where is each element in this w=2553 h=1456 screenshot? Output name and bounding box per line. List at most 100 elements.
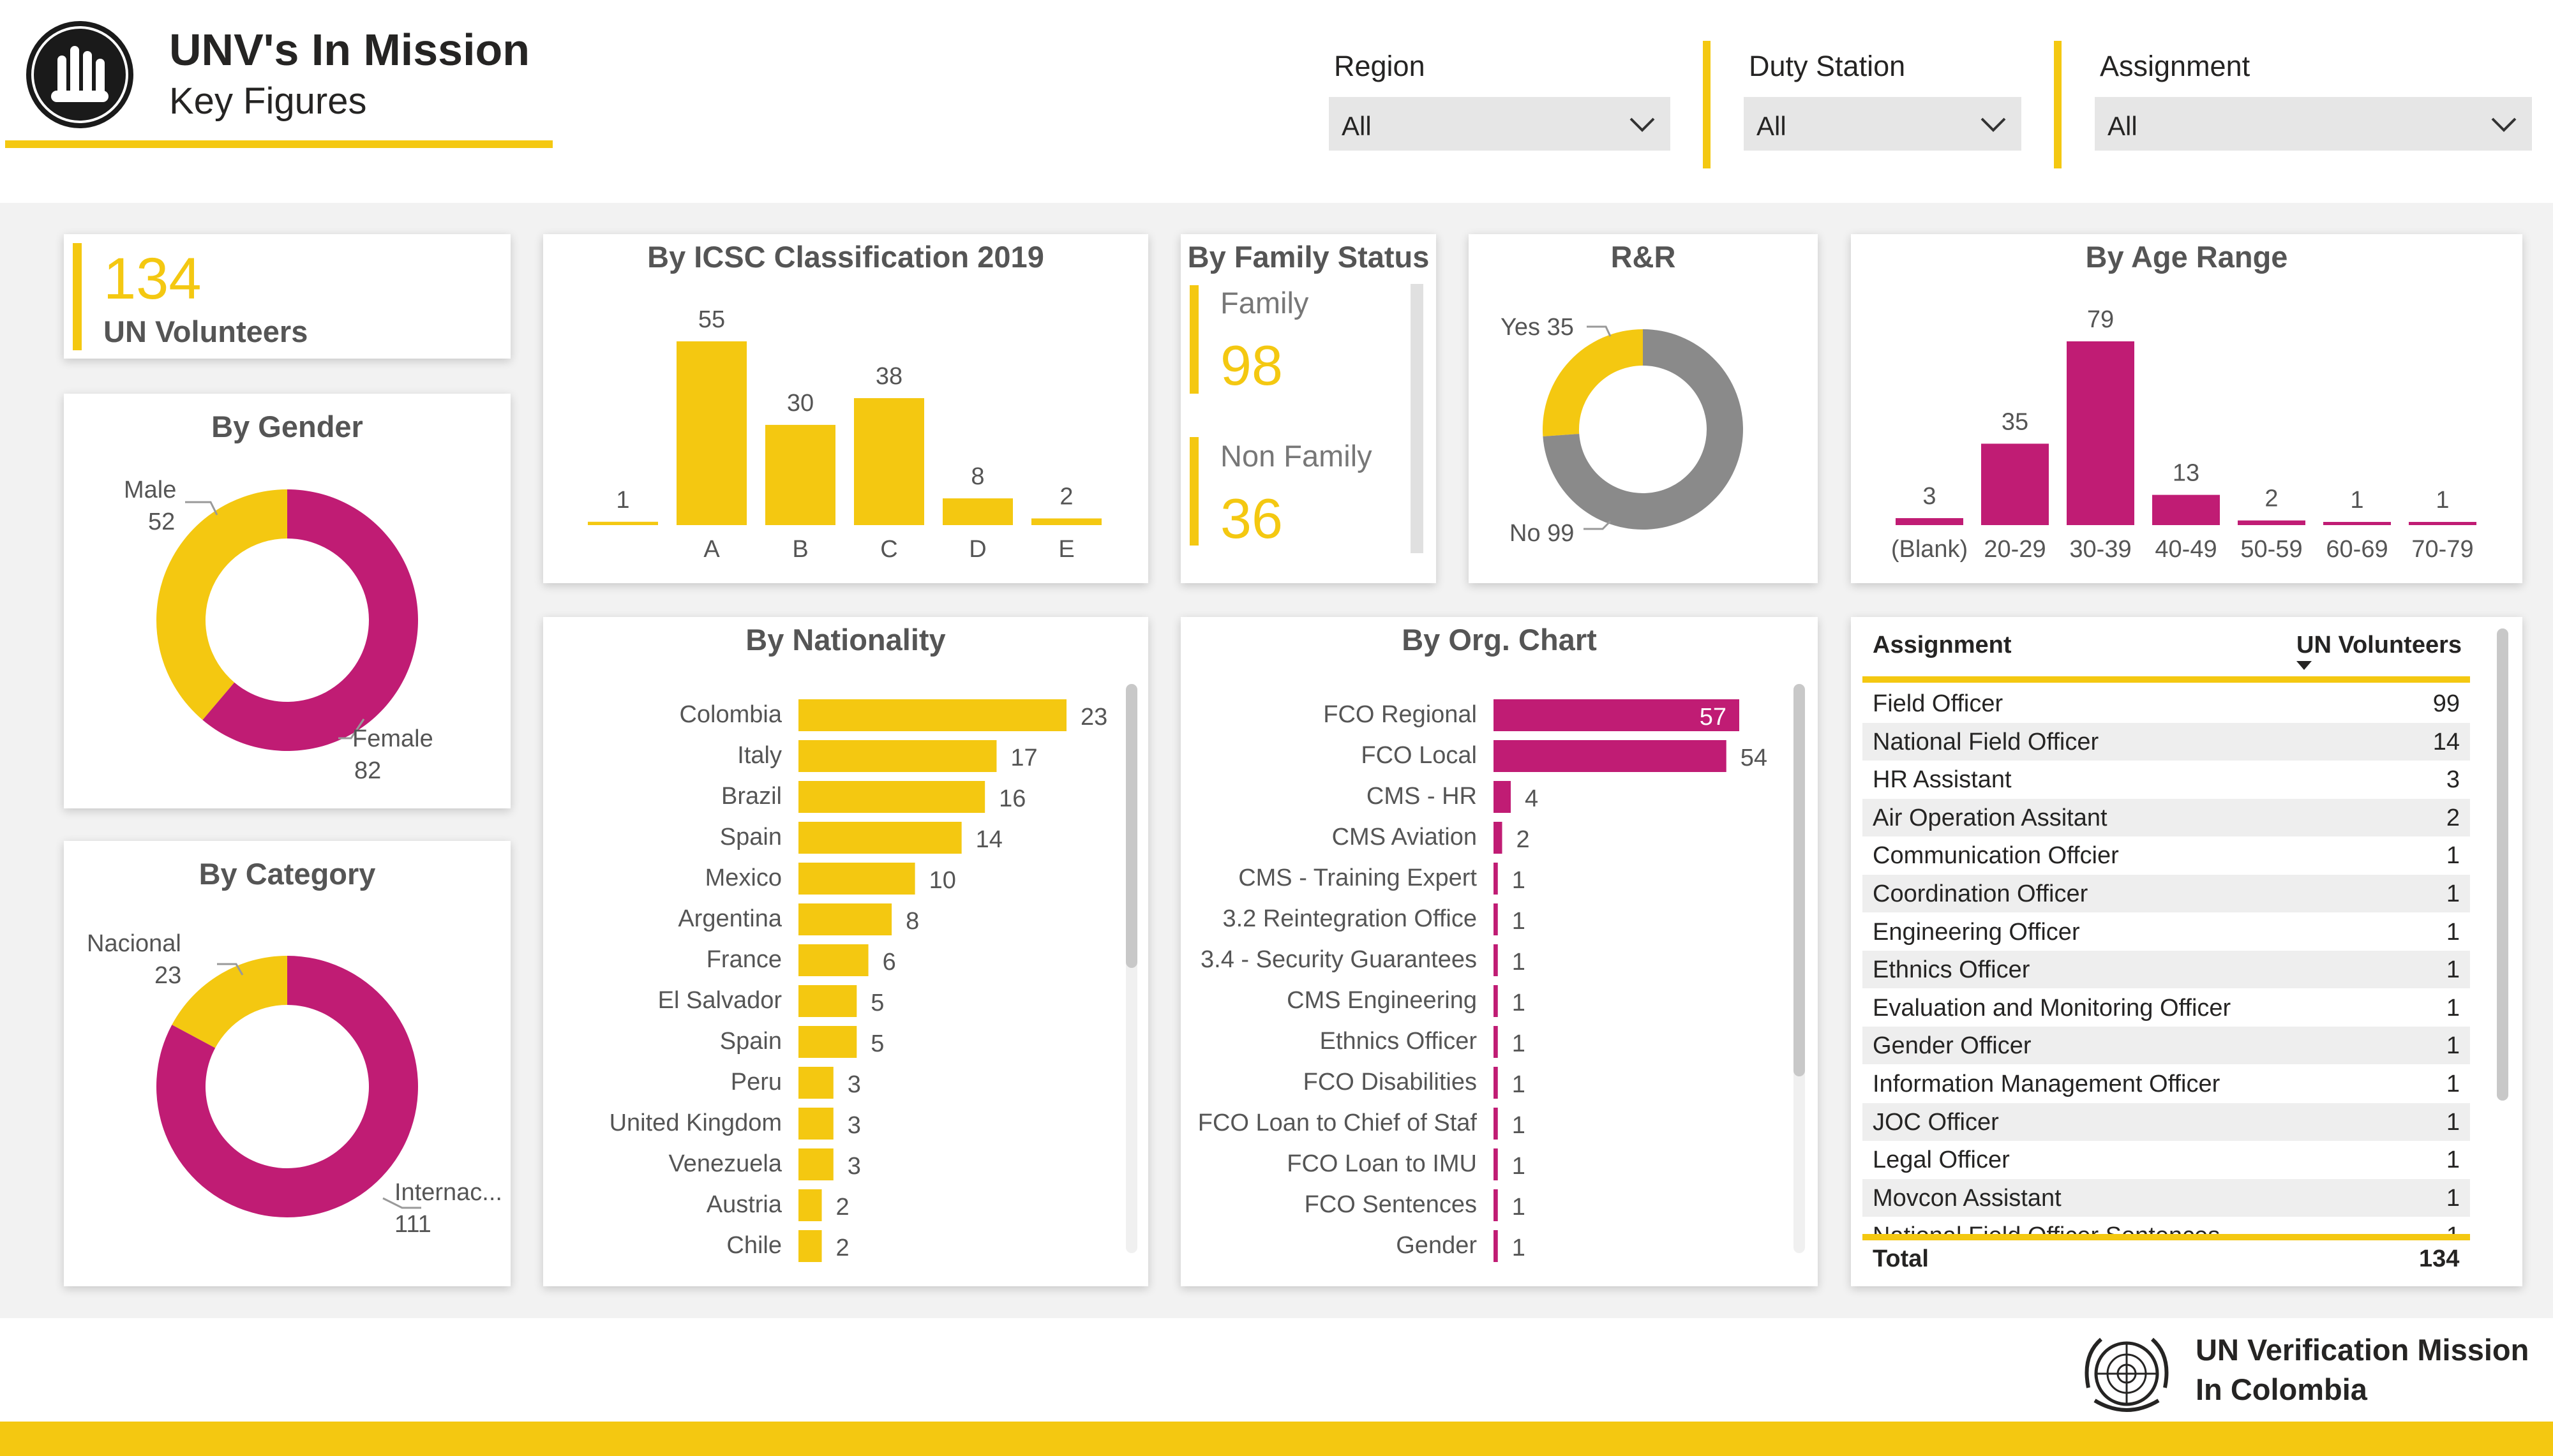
bars-icsc-bar-4[interactable]	[943, 498, 1013, 525]
table-row[interactable]: Field Officer 99	[1862, 685, 2470, 722]
bars-age-bar-5[interactable]	[2323, 522, 2391, 525]
hbars-nationality-bar-7[interactable]	[798, 985, 857, 1017]
hbars-org-bar-6[interactable]	[1494, 944, 1498, 976]
category-internacional-label: Internac...	[394, 1179, 502, 1206]
bars-icsc-bar-2[interactable]	[765, 424, 835, 525]
donut-category-slice-0[interactable]	[172, 956, 287, 1048]
hbars-org-bar-11[interactable]	[1494, 1148, 1498, 1180]
hbars-nationality-bar-5[interactable]	[798, 903, 892, 935]
table-cell-assignment: HR Assistant	[1873, 766, 2012, 794]
hbars-org-bar-8[interactable]	[1494, 1026, 1498, 1058]
hbars-nationality-value-label-0: 23	[1081, 704, 1107, 731]
table-row[interactable]: Coordination Officer 1	[1862, 875, 2470, 912]
hbars-org-bar-1[interactable]	[1494, 740, 1726, 772]
table-row[interactable]: Communication Offcier 1	[1862, 836, 2470, 874]
duty-station-filter-dropdown[interactable]: All	[1744, 97, 2021, 151]
hbars-org-bar-10[interactable]	[1494, 1108, 1498, 1140]
hbars-nationality-bar-13[interactable]	[798, 1230, 822, 1262]
bars-icsc-bar-0[interactable]	[588, 521, 658, 525]
hbars-org-category-label-9: FCO Disabilities	[1303, 1069, 1477, 1096]
table-row[interactable]: JOC Officer 1	[1862, 1103, 2470, 1141]
age-bar-chart: 3 (Blank) 35 20-29 79 30-39 13 40-49 2 50-59 1 60-6…	[1891, 306, 2476, 563]
hbars-org-bar-9[interactable]	[1494, 1067, 1498, 1099]
leader-line	[1583, 520, 1612, 530]
sort-descending-icon[interactable]	[2296, 661, 2312, 671]
rr-no-label: No 99	[1509, 520, 1575, 547]
hbars-org-bar-7[interactable]	[1494, 985, 1498, 1017]
bars-age-bar-2[interactable]	[2067, 341, 2134, 525]
org-chart-card[interactable]: By Org. Chart FCO Regional 57 FCO Local 54 C…	[1181, 617, 1818, 1286]
bars-age-bar-0[interactable]	[1896, 518, 1963, 525]
table-row[interactable]: HR Assistant 3	[1862, 761, 2470, 798]
assignment-filter-value: All	[2108, 111, 2137, 141]
hbars-nationality-bar-0[interactable]	[798, 699, 1067, 731]
table-row[interactable]: Air Operation Assitant 2	[1862, 798, 2470, 836]
hbars-org-bar-12[interactable]	[1494, 1189, 1498, 1221]
table-row[interactable]: Ethnics Officer 1	[1862, 951, 2470, 989]
hbars-nationality-bar-10[interactable]	[798, 1108, 834, 1140]
rr-chart-card[interactable]: R&R Yes 35 No 99	[1469, 234, 1818, 583]
hbars-org-bar-4[interactable]	[1494, 863, 1498, 895]
age-chart-card[interactable]: By Age Range 3 (Blank) 35 20-29 79 30-39 13 40-…	[1851, 234, 2522, 583]
region-filter-dropdown[interactable]: All	[1329, 97, 1670, 151]
family-status-card[interactable]: By Family Status Family 98 Non Family 36	[1181, 234, 1436, 583]
table-row[interactable]: Information Management Officer 1	[1862, 1065, 2470, 1103]
hbars-nationality-bar-1[interactable]	[798, 740, 997, 772]
hbars-nationality-bar-6[interactable]	[798, 944, 869, 976]
donut-category-slice-1[interactable]	[156, 956, 419, 1217]
bars-age-bar-1[interactable]	[1981, 443, 2049, 525]
category-internacional-value: 111	[394, 1211, 431, 1238]
nationality-scrollbar-thumb[interactable]	[1126, 684, 1137, 968]
nationality-chart-card[interactable]: By Nationality Colombia 23 Italy 17 Brazil 16…	[543, 617, 1148, 1286]
gender-chart-card[interactable]: By Gender Male 52 Female 82	[64, 394, 511, 808]
hbars-nationality-value-label-1: 17	[1010, 745, 1037, 771]
table-header-assignment[interactable]: Assignment	[1873, 632, 2012, 658]
hbars-nationality-category-label-12: Austria	[707, 1191, 782, 1218]
table-row[interactable]: National Field Officer Sentences 1	[1862, 1217, 2470, 1235]
category-chart-card[interactable]: By Category Nacional 23 Internac... 111	[64, 841, 511, 1286]
bars-icsc-bar-1[interactable]	[677, 341, 747, 525]
bars-age-bar-4[interactable]	[2238, 520, 2305, 525]
hbars-nationality-bar-2[interactable]	[798, 781, 985, 813]
table-row[interactable]: Legal Officer 1	[1862, 1141, 2470, 1178]
hbars-org-bar-5[interactable]	[1494, 903, 1498, 935]
bars-icsc-bar-5[interactable]	[1031, 518, 1102, 525]
bars-age-bar-3[interactable]	[2152, 494, 2220, 525]
bars-age-bar-6[interactable]	[2409, 522, 2476, 525]
hbars-org-bar-2[interactable]	[1494, 781, 1511, 813]
hbars-org-bar-13[interactable]	[1494, 1230, 1498, 1262]
donut-rr-slice-1[interactable]	[1543, 329, 1743, 530]
table-row[interactable]: Engineering Officer 1	[1862, 913, 2470, 951]
bars-icsc-value-label-0: 1	[616, 487, 629, 514]
hbars-org-category-label-10: FCO Loan to Chief of Staf	[1198, 1110, 1478, 1136]
table-total-underline	[1862, 1234, 2470, 1240]
table-row[interactable]: Gender Officer 1	[1862, 1027, 2470, 1065]
donut-rr-slice-0[interactable]	[1543, 329, 1643, 437]
icsc-chart-card[interactable]: By ICSC Classification 2019 1 55 A 30 B 38 C 8 D…	[543, 234, 1148, 583]
assignment-filter-dropdown[interactable]: All	[2095, 97, 2532, 151]
footer-accent-bar	[0, 1422, 2553, 1456]
hbars-nationality-bar-11[interactable]	[798, 1148, 834, 1180]
table-header-un-volunteers[interactable]: UN Volunteers	[2296, 632, 2462, 658]
table-scrollbar-thumb[interactable]	[2497, 628, 2508, 1101]
family-scrollbar[interactable]	[1411, 284, 1423, 553]
hbars-org-bar-3[interactable]	[1494, 822, 1502, 854]
kpi-card[interactable]: 134 UN Volunteers	[64, 234, 511, 359]
table-row[interactable]: Evaluation and Monitoring Officer 1	[1862, 989, 2470, 1027]
hbars-nationality-bar-8[interactable]	[798, 1026, 857, 1058]
table-cell-assignment: Engineering Officer	[1873, 918, 2080, 946]
hbars-nationality-bar-9[interactable]	[798, 1067, 834, 1099]
hbars-org-bar-0[interactable]	[1494, 699, 1739, 731]
bars-icsc-bar-3[interactable]	[854, 398, 924, 525]
donut-gender-slice-1[interactable]	[202, 489, 419, 751]
hbars-nationality-bar-12[interactable]	[798, 1189, 822, 1221]
org-scrollbar-thumb[interactable]	[1793, 684, 1805, 1076]
bars-age-value-label-6: 1	[2436, 487, 2449, 514]
hbars-nationality-bar-4[interactable]	[798, 863, 915, 895]
table-row[interactable]: National Field Officer 14	[1862, 722, 2470, 761]
table-row[interactable]: Movcon Assistant 1	[1862, 1178, 2470, 1217]
hbars-nationality-bar-3[interactable]	[798, 822, 962, 854]
hbars-org-category-label-2: CMS - HR	[1366, 783, 1477, 810]
donut-gender-slice-0[interactable]	[156, 489, 287, 720]
